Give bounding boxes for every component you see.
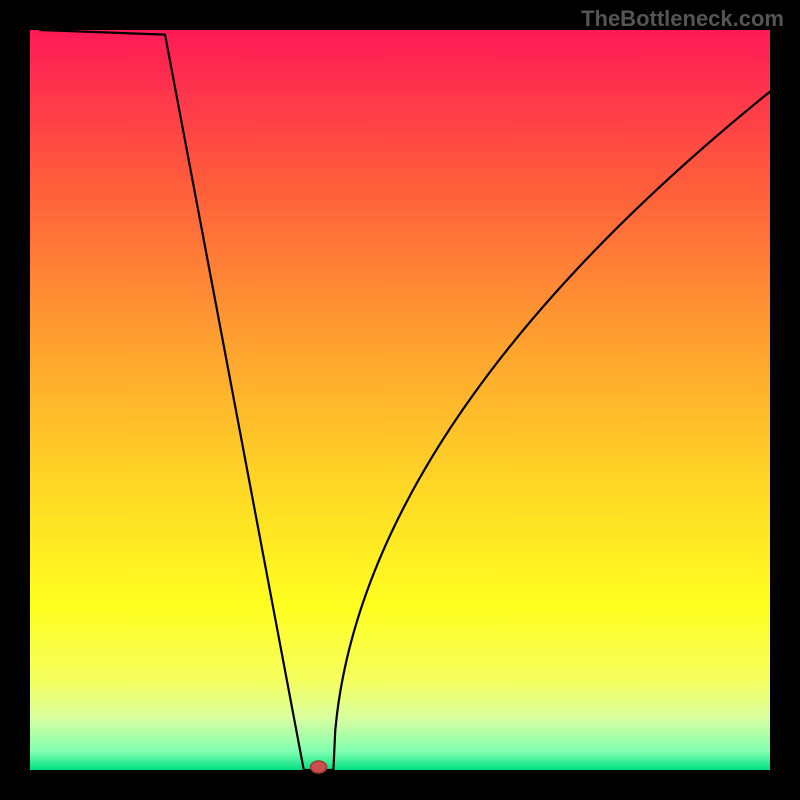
chart-root: { "watermark": { "text": "TheBottleneck.… xyxy=(0,0,800,800)
bottleneck-chart xyxy=(0,0,800,800)
vertex-marker xyxy=(311,761,327,773)
watermark-text: TheBottleneck.com xyxy=(581,6,784,32)
plot-background xyxy=(30,30,770,770)
